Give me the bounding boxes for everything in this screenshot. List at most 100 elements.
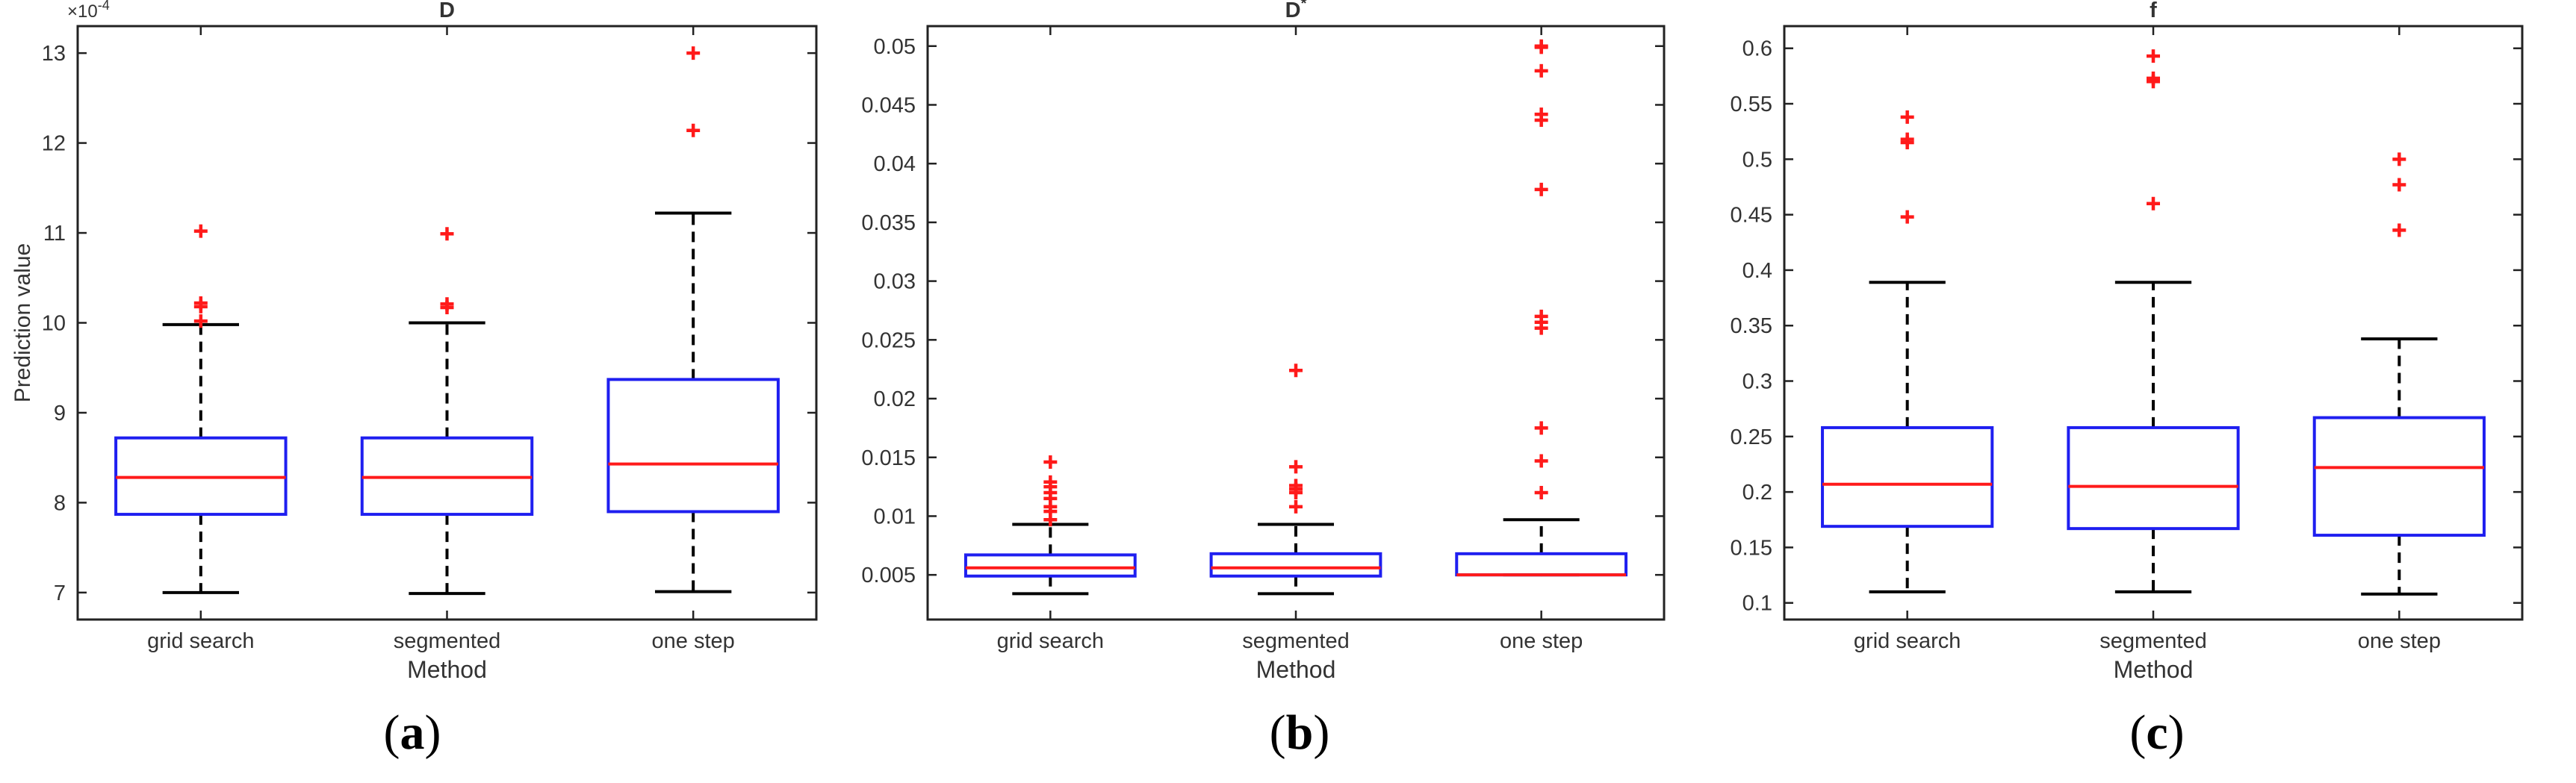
iqr-box (606, 378, 780, 514)
y-tick-label: 11 (43, 222, 66, 246)
y-tick-label: 0.4 (1742, 259, 1772, 283)
outlier-marker (1534, 107, 1548, 122)
y-tick-label: 9 (54, 402, 66, 425)
y-tick-label: 0.25 (1731, 425, 1772, 449)
x-tick-label: one step (1500, 629, 1583, 653)
y-tick-label: 12 (42, 132, 66, 156)
y-tick-label: 0.3 (1742, 370, 1772, 394)
outlier-marker (2147, 196, 2160, 210)
y-tick-label: 0.04 (874, 152, 916, 176)
panel-label: (b) (1270, 705, 1330, 760)
chart-title: f (2150, 0, 2157, 22)
panel-label-letter: b (1286, 705, 1314, 760)
y-tick-label: 13 (42, 42, 66, 66)
outlier-marker (2392, 223, 2406, 237)
iqr-box (1209, 552, 1382, 578)
x-tick-label: grid search (997, 629, 1104, 653)
y-tick-label: 0.01 (874, 505, 916, 528)
x-axis-label: Method (2114, 656, 2194, 683)
outlier-marker (686, 46, 701, 60)
outlier-marker (1289, 460, 1303, 474)
x-tick-label: one step (2358, 629, 2441, 653)
outlier-marker (1289, 478, 1303, 493)
outlier-marker (2147, 71, 2160, 85)
outlier-marker (1534, 309, 1548, 323)
outlier-marker (193, 224, 208, 238)
y-tick-label: 0.55 (1731, 93, 1772, 116)
chart-title: D* (1285, 0, 1307, 22)
box-segmented (1209, 364, 1382, 596)
y-tick-label: 0.15 (1731, 536, 1772, 560)
y-tick-label: 0.5 (1742, 148, 1772, 172)
outlier-marker (1043, 455, 1058, 470)
y-tick-label: 0.2 (1742, 481, 1772, 505)
panel-label-letter: a (400, 705, 425, 760)
y-tick-label: 0.025 (861, 328, 916, 352)
x-tick-label: segmented (394, 629, 501, 653)
y-exponent-power: -4 (98, 0, 110, 13)
box-grid-search (963, 455, 1137, 596)
outlier-marker (1534, 63, 1548, 78)
outlier-marker (2392, 178, 2406, 192)
outlier-marker (1534, 39, 1548, 53)
x-axis-label: Method (1256, 656, 1336, 683)
outlier-marker (1900, 110, 1914, 124)
outlier-marker (1534, 421, 1548, 435)
chart-panel-c: 0.1 0.15 0.2 0.25 0.3 0.35 0.4 0.45 0.5 0.55 0.6 gr… (1731, 0, 2524, 760)
panel-label: (a) (384, 705, 441, 760)
chart-title-superscript: * (1301, 0, 1307, 12)
y-exponent-label: ×10-4 (67, 0, 110, 22)
outlier-marker (1534, 182, 1548, 196)
y-tick-label: 0.1 (1742, 592, 1772, 616)
x-axis-label: Method (407, 656, 487, 683)
panel-label: (c) (2129, 705, 2184, 760)
box-one-step (1455, 39, 1628, 577)
box-grid-search (1821, 110, 1994, 593)
box-segmented (2067, 49, 2240, 593)
y-tick-label: 0.02 (874, 387, 916, 411)
outlier-marker (440, 227, 454, 241)
y-tick-label: 0.045 (861, 93, 916, 117)
outlier-marker (2147, 49, 2160, 63)
x-tick-label: one step (652, 629, 735, 653)
panel-label-letter: c (2146, 705, 2167, 760)
iqr-box (2312, 416, 2486, 537)
iqr-box (1455, 552, 1628, 577)
box-grid-search (114, 224, 288, 594)
y-tick-label: 0.05 (874, 35, 916, 59)
x-tick-label: grid search (147, 629, 254, 653)
chart-panel-a: 7 8 9 10 11 12 13 grid search segmented one step D… (10, 0, 818, 760)
y-tick-label: 10 (42, 312, 66, 336)
outlier-marker (1043, 475, 1058, 489)
outlier-marker (1534, 485, 1548, 499)
iqr-box (963, 553, 1137, 578)
outlier-marker (1289, 499, 1303, 514)
y-tick-label: 0.005 (861, 564, 916, 587)
y-tick-label: 8 (54, 491, 66, 515)
outlier-marker (193, 296, 208, 310)
outlier-marker (193, 314, 208, 328)
outlier-marker (1534, 454, 1548, 468)
chart-panel-b: 0.005 0.01 0.015 0.02 0.025 0.03 0.035 0.04 0.04… (861, 0, 1666, 760)
x-tick-label: segmented (1242, 629, 1350, 653)
outlier-marker (1289, 364, 1303, 378)
outlier-marker (1900, 210, 1914, 224)
chart-title: D (439, 0, 455, 22)
x-tick-label: grid search (1854, 629, 1961, 653)
y-tick-label: 0.015 (861, 446, 916, 470)
box-one-step (2312, 152, 2486, 596)
y-tick-label: 0.03 (874, 270, 916, 294)
y-tick-label: 0.6 (1742, 37, 1772, 61)
y-tick-label: 0.35 (1731, 314, 1772, 338)
outlier-marker (2392, 152, 2406, 166)
outlier-marker (440, 297, 454, 311)
y-tick-label: 0.45 (1731, 204, 1772, 228)
y-tick-label: 7 (54, 581, 66, 605)
box-one-step (606, 46, 780, 593)
y-tick-label: 0.035 (861, 211, 916, 235)
iqr-box (1821, 425, 1994, 528)
outlier-marker (686, 123, 701, 137)
box-segmented (360, 227, 534, 596)
outlier-marker (1900, 132, 1914, 146)
